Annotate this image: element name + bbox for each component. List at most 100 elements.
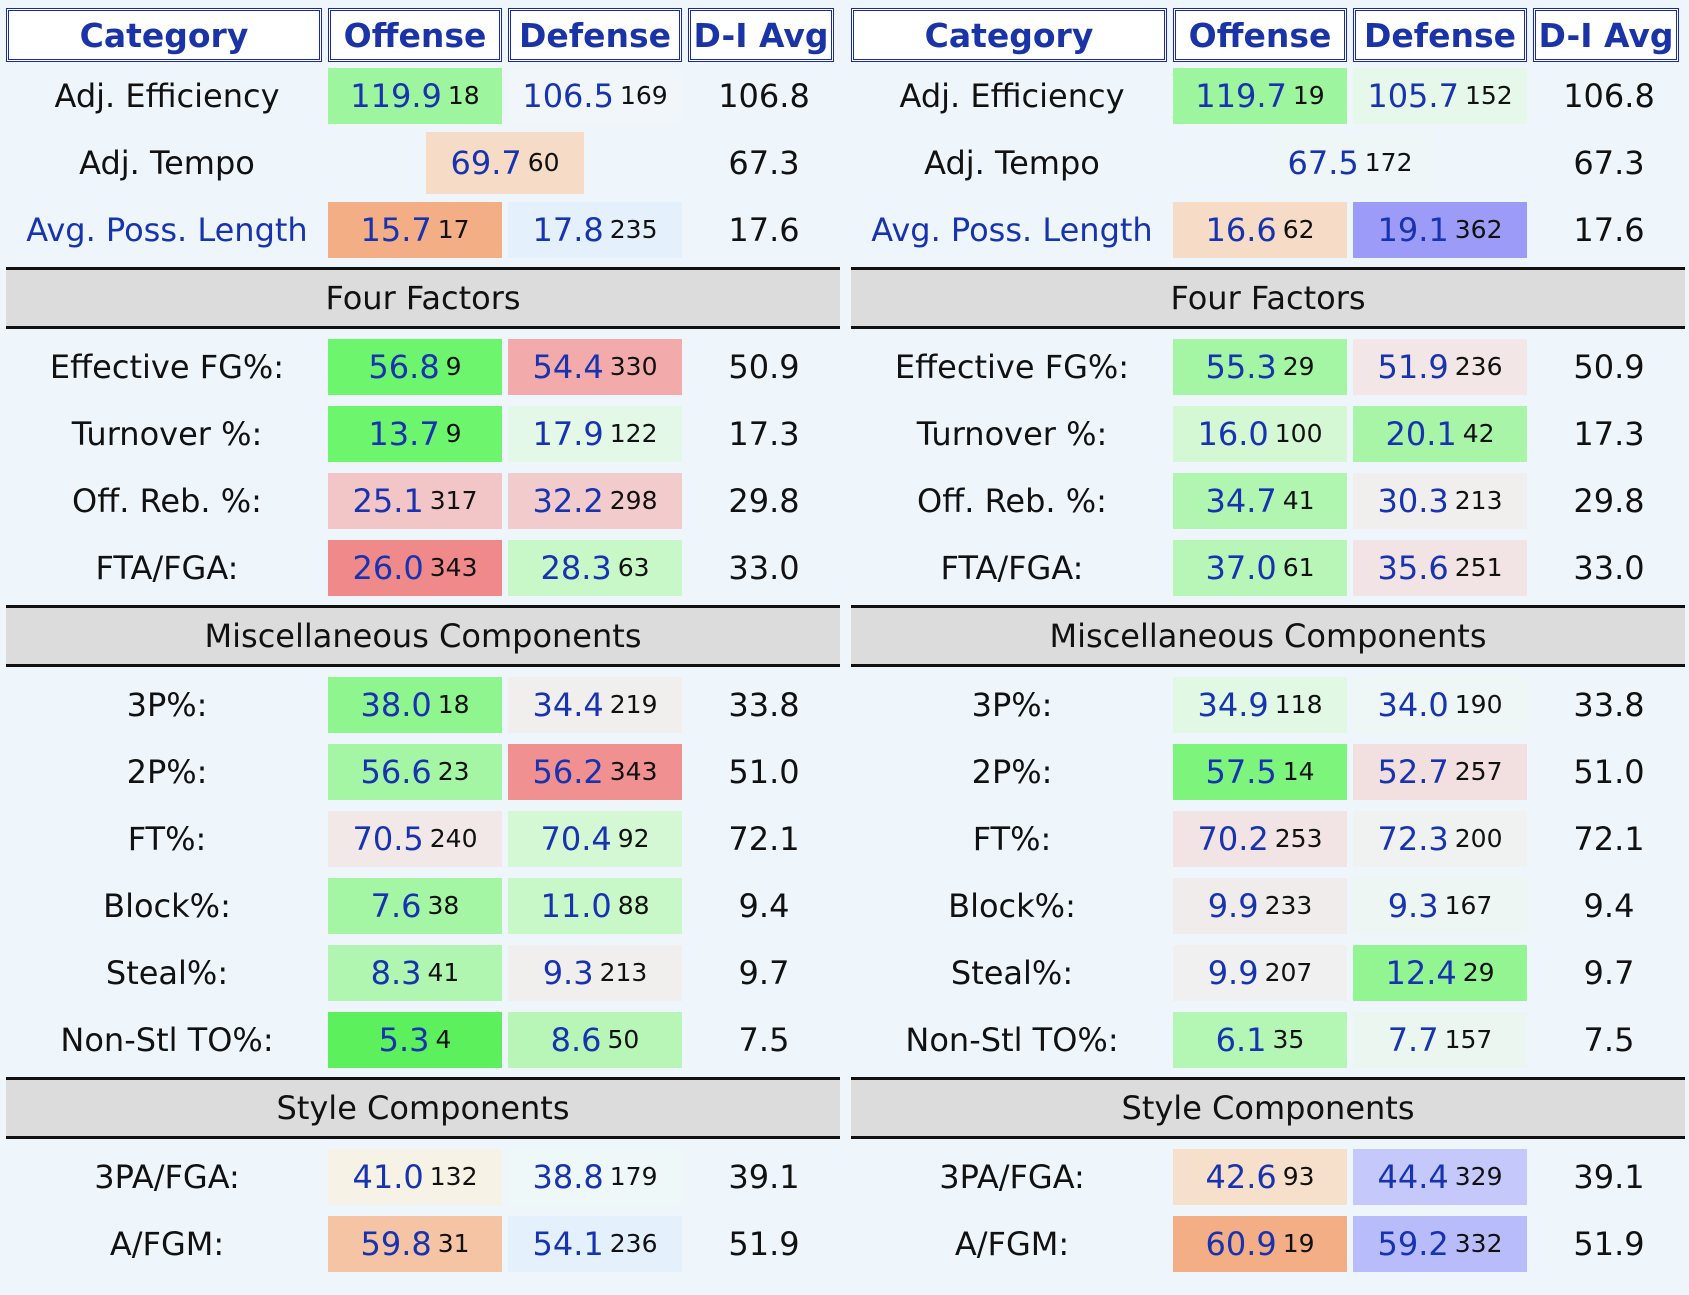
header-row: Category Offense Defense D-I Avg <box>6 8 840 62</box>
offense-cell: 55.3 29 <box>1173 338 1347 395</box>
offense-cell: 41.0 132 <box>328 1148 502 1205</box>
tempo-cell: 67.5 172 <box>1173 131 1527 194</box>
row-label: Effective FG%: <box>49 347 285 386</box>
row-ft: FT%: 70.2 253 72.3 200 72.1 <box>851 805 1685 872</box>
offense-cell: 37.0 61 <box>1173 539 1347 596</box>
row-non-stl-to: Non-Stl TO%: 6.1 35 7.7 157 7.5 <box>851 1006 1685 1073</box>
header-di-avg[interactable]: D-I Avg <box>688 8 834 62</box>
defense-cell: 7.7 157 <box>1353 1011 1527 1068</box>
di-avg-value: 39.1 <box>1573 1157 1645 1196</box>
offense-cell: 5.3 4 <box>328 1011 502 1068</box>
di-avg-value: 9.7 <box>738 953 790 992</box>
di-avg-value: 51.0 <box>1573 752 1645 791</box>
di-avg-value: 29.8 <box>1573 481 1645 520</box>
di-avg-value: 9.4 <box>738 886 790 925</box>
defense-cell: 70.4 92 <box>508 810 682 867</box>
row-label: Non-Stl TO%: <box>60 1020 274 1059</box>
row-a-fgm: A/FGM: 59.8 31 54.1 236 51.9 <box>6 1210 840 1277</box>
row-non-stl-to: Non-Stl TO%: 5.3 4 8.6 50 7.5 <box>6 1006 840 1073</box>
defense-cell: 51.9 236 <box>1353 338 1527 395</box>
row-label: 2P%: <box>126 752 208 791</box>
row-off-reb: Off. Reb. %: 25.1 317 32.2 298 29.8 <box>6 467 840 534</box>
defense-cell: 17.9 122 <box>508 405 682 462</box>
di-avg-value: 9.7 <box>1583 953 1635 992</box>
defense-cell: 19.1 362 <box>1353 201 1527 258</box>
di-avg-value: 50.9 <box>1573 347 1645 386</box>
row-adj-efficiency: Adj. Efficiency 119.9 18 106.5 169 106.8 <box>6 62 840 129</box>
offense-cell: 70.2 253 <box>1173 810 1347 867</box>
row-3pa-fga: 3PA/FGA: 41.0 132 38.8 179 39.1 <box>6 1143 840 1210</box>
row-adj-tempo: Adj. Tempo 69.7 60 67.3 <box>6 129 840 196</box>
row-avg-poss-length: Avg. Poss. Length 16.6 62 19.1 362 17.6 <box>851 196 1685 263</box>
avg-poss-length-link[interactable]: Avg. Poss. Length <box>26 210 308 249</box>
defense-cell: 56.2 343 <box>508 743 682 800</box>
row-label: 3PA/FGA: <box>939 1157 1085 1196</box>
section-style-components: Style Components <box>6 1077 840 1139</box>
row-label: Turnover %: <box>916 414 1108 453</box>
avg-poss-length-link[interactable]: Avg. Poss. Length <box>871 210 1153 249</box>
row-label: FT%: <box>127 819 207 858</box>
offense-cell: 16.0 100 <box>1173 405 1347 462</box>
row-label: Adj. Tempo <box>924 143 1100 182</box>
header-defense[interactable]: Defense <box>508 8 682 62</box>
row-2p: 2P%: 57.5 14 52.7 257 51.0 <box>851 738 1685 805</box>
di-avg-value: 7.5 <box>738 1020 790 1059</box>
row-label: Adj. Tempo <box>79 143 255 182</box>
di-avg-value: 72.1 <box>728 819 800 858</box>
row-turnover: Turnover %: 16.0 100 20.1 42 17.3 <box>851 400 1685 467</box>
tempo-cell: 69.7 60 <box>328 131 682 194</box>
defense-cell: 9.3 167 <box>1353 877 1527 934</box>
defense-cell: 106.5 169 <box>508 67 682 124</box>
team-stats-table-left: Category Offense Defense D-I Avg Adj. Ef… <box>6 8 840 1277</box>
offense-cell: 13.7 9 <box>328 405 502 462</box>
row-label: A/FGM: <box>109 1224 225 1263</box>
header-row: Category Offense Defense D-I Avg <box>851 8 1685 62</box>
header-defense[interactable]: Defense <box>1353 8 1527 62</box>
section-four-factors: Four Factors <box>851 267 1685 329</box>
offense-cell: 26.0 343 <box>328 539 502 596</box>
defense-cell: 44.4 329 <box>1353 1148 1527 1205</box>
row-turnover: Turnover %: 13.7 9 17.9 122 17.3 <box>6 400 840 467</box>
di-avg-value: 39.1 <box>728 1157 800 1196</box>
di-avg-value: 33.0 <box>1573 548 1645 587</box>
row-label: Off. Reb. %: <box>72 481 262 520</box>
offense-cell: 34.9 118 <box>1173 676 1347 733</box>
section-misc-components: Miscellaneous Components <box>6 605 840 667</box>
offense-cell: 56.8 9 <box>328 338 502 395</box>
header-di-avg[interactable]: D-I Avg <box>1533 8 1679 62</box>
row-off-reb: Off. Reb. %: 34.7 41 30.3 213 29.8 <box>851 467 1685 534</box>
header-offense[interactable]: Offense <box>328 8 502 62</box>
offense-cell: 70.5 240 <box>328 810 502 867</box>
row-label: Block%: <box>948 886 1076 925</box>
section-style-components: Style Components <box>851 1077 1685 1139</box>
defense-cell: 35.6 251 <box>1353 539 1527 596</box>
header-category[interactable]: Category <box>851 8 1167 62</box>
row-label: 3P%: <box>971 685 1053 724</box>
section-misc-components: Miscellaneous Components <box>851 605 1685 667</box>
defense-cell: 34.0 190 <box>1353 676 1527 733</box>
row-label: A/FGM: <box>954 1224 1070 1263</box>
offense-cell: 119.7 19 <box>1173 67 1347 124</box>
defense-cell: 28.3 63 <box>508 539 682 596</box>
row-block: Block%: 9.9 233 9.3 167 9.4 <box>851 872 1685 939</box>
row-adj-efficiency: Adj. Efficiency 119.7 19 105.7 152 106.8 <box>851 62 1685 129</box>
row-label: 2P%: <box>971 752 1053 791</box>
header-category[interactable]: Category <box>6 8 322 62</box>
offense-cell: 9.9 207 <box>1173 944 1347 1001</box>
row-effective-fg: Effective FG%: 55.3 29 51.9 236 50.9 <box>851 333 1685 400</box>
tempo-value-box: 69.7 60 <box>426 131 584 194</box>
defense-cell: 11.0 88 <box>508 877 682 934</box>
offense-cell: 25.1 317 <box>328 472 502 529</box>
team-stats-table-right: Category Offense Defense D-I Avg Adj. Ef… <box>851 8 1685 1277</box>
di-avg-value: 33.0 <box>728 548 800 587</box>
header-offense[interactable]: Offense <box>1173 8 1347 62</box>
row-label: Non-Stl TO%: <box>905 1020 1119 1059</box>
defense-cell: 38.8 179 <box>508 1148 682 1205</box>
offense-cell: 6.1 35 <box>1173 1011 1347 1068</box>
row-adj-tempo: Adj. Tempo 67.5 172 67.3 <box>851 129 1685 196</box>
di-avg-value: 33.8 <box>728 685 800 724</box>
di-avg-value: 7.5 <box>1583 1020 1635 1059</box>
defense-cell: 59.2 332 <box>1353 1215 1527 1272</box>
row-fta-fga: FTA/FGA: 26.0 343 28.3 63 33.0 <box>6 534 840 601</box>
defense-cell: 34.4 219 <box>508 676 682 733</box>
